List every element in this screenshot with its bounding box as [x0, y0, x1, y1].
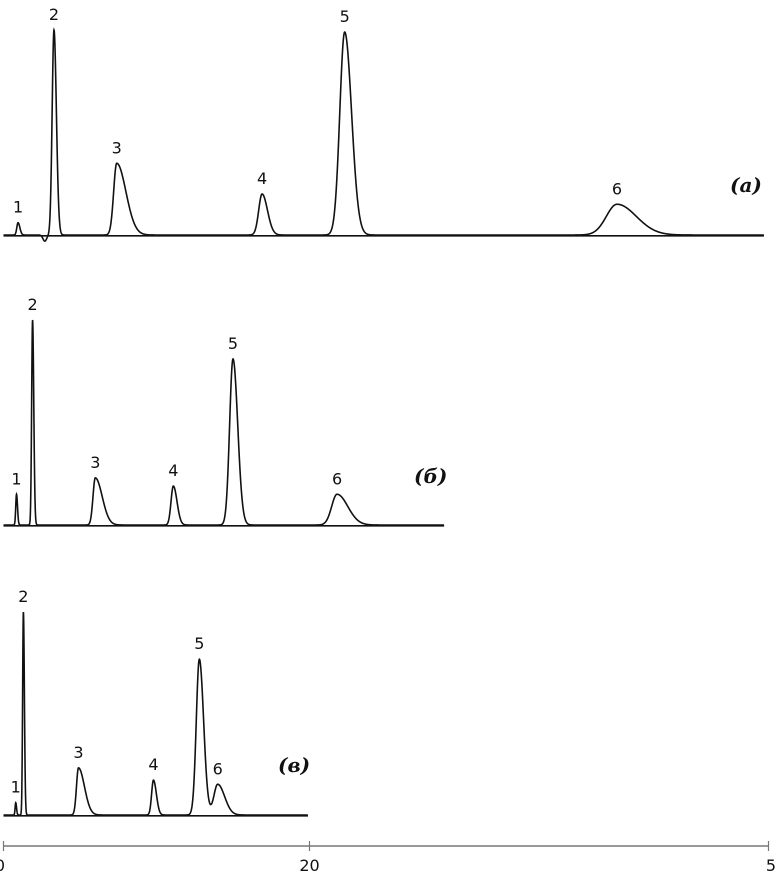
- peak-label: 5: [228, 334, 238, 353]
- peak-label: 1: [11, 469, 21, 488]
- peak-label: 4: [168, 461, 178, 480]
- peak-label: 6: [213, 759, 223, 778]
- peak-label: 6: [612, 179, 622, 198]
- peak-label: 2: [49, 5, 59, 24]
- x-tick-label: 20: [299, 856, 319, 873]
- chromatogram-trace-1: [3, 27, 764, 242]
- peak-label: 3: [73, 743, 83, 762]
- peak-label: 2: [18, 587, 28, 606]
- peak-label: 2: [27, 295, 37, 314]
- x-tick-label: 0: [0, 856, 5, 873]
- peak-label: 1: [11, 778, 21, 797]
- peak-label: 4: [257, 169, 267, 188]
- peak-label: 1: [13, 198, 23, 217]
- series-label: (б): [414, 464, 447, 488]
- chromatogram-trace-2: [3, 319, 444, 526]
- series-label: (в): [278, 753, 310, 777]
- peak-label: 4: [148, 755, 158, 774]
- peak-label: 3: [112, 138, 122, 157]
- peak-label: 5: [194, 634, 204, 653]
- chromatogram-trace-3: [3, 611, 308, 816]
- series-label: (а): [730, 173, 762, 197]
- peak-label: 6: [332, 469, 342, 488]
- x-tick-label: 50: [766, 856, 776, 873]
- peak-label: 3: [90, 453, 100, 472]
- peak-label: 5: [340, 7, 350, 26]
